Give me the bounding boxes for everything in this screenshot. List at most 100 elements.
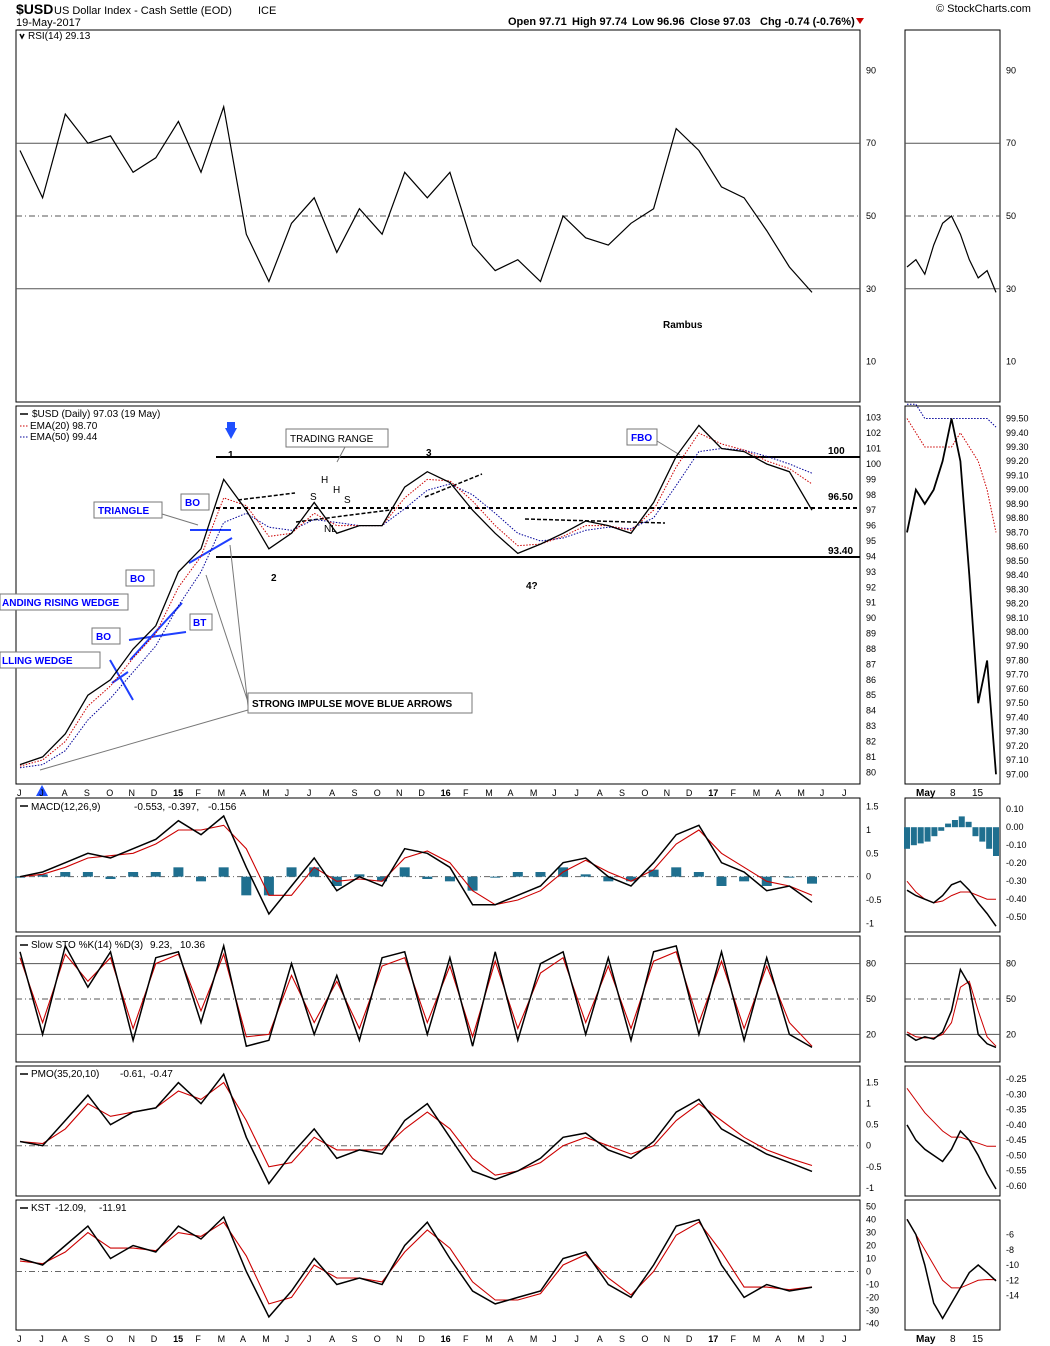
macd-ytick-label: 0 <box>866 872 871 882</box>
price-side-ytick: 97.90 <box>1006 641 1029 651</box>
price-ytick-label: 87 <box>866 659 876 669</box>
triangle-label: TRIANGLE <box>98 506 149 517</box>
kst-side-ytick: -6 <box>1006 1230 1014 1240</box>
price-side-ytick: 99.10 <box>1006 470 1029 480</box>
price-ytick-label: 97 <box>866 505 876 515</box>
pmo-side-ytick: -0.25 <box>1006 1074 1027 1084</box>
x-axis-label: J <box>820 788 825 798</box>
macd-histogram-bar <box>263 876 274 896</box>
impulse-label: STRONG IMPULSE MOVE BLUE ARROWS <box>252 699 453 710</box>
macd-panel <box>15 797 861 933</box>
price-side-ytick: 99.30 <box>1006 442 1029 452</box>
x-axis-label: O <box>641 1334 648 1344</box>
price-line <box>19 424 813 766</box>
macd-ytick-label: -1 <box>866 918 874 928</box>
fbo-pointer <box>656 440 681 456</box>
price-panel <box>15 405 861 785</box>
price-ytick-label: 96 <box>866 521 876 531</box>
macd-histogram-bar <box>422 876 433 879</box>
x-axis-label: J <box>842 788 847 798</box>
price-side-ytick: 98.30 <box>1006 584 1029 594</box>
level-label-96-50: 96.50 <box>828 492 853 503</box>
pmo-side-panel <box>904 1065 1001 1197</box>
trading-range-label: TRADING RANGE <box>290 434 374 445</box>
price-ytick-label: 85 <box>866 690 876 700</box>
macd-side-histogram-bar <box>993 827 999 856</box>
down-arrow-blue-stem <box>227 422 235 429</box>
sto-side-ytick: 80 <box>1006 959 1016 969</box>
macd-ytick-label: -0.5 <box>866 895 882 905</box>
macd-line <box>19 814 813 916</box>
x-axis-label: A <box>508 788 514 798</box>
quote-low: Low 96.96 <box>632 16 685 28</box>
macd-histogram-bar <box>444 876 455 882</box>
macd-side-ytick: -0.50 <box>1006 912 1027 922</box>
pmo-legend-value: -0.61, <box>120 1069 146 1080</box>
pmo-side-ytick: -0.30 <box>1006 1089 1027 1099</box>
price-side-ytick: 99.40 <box>1006 428 1029 438</box>
macd-signal-line <box>19 824 813 906</box>
hs-label-nl: NL <box>324 524 337 535</box>
bo-label-2: BO <box>130 574 145 585</box>
plot-layer: 9070503010103102101100999897969594939291… <box>15 65 1029 1345</box>
fbo-label: FBO <box>631 433 652 444</box>
macd-legend: MACD(12,26,9) -0.553, -0.397, -0.156 <box>20 802 237 813</box>
x-axis-label: J <box>552 1334 557 1344</box>
x-axis-label: J <box>842 1334 847 1344</box>
macd-histogram-bar <box>603 876 614 882</box>
price-side-ytick: 99.50 <box>1006 414 1029 424</box>
x-axis-label: J <box>574 788 579 798</box>
x-axis-label: J <box>307 1334 312 1344</box>
triangle-lines <box>188 529 233 564</box>
quote-open: Open 97.71 <box>508 16 567 28</box>
sto-legend-name: Slow STO %K(14) %D(3) <box>31 940 143 951</box>
price-ytick-label: 101 <box>866 444 881 454</box>
rsi-legend: RSI(14) 29.13 <box>19 31 91 42</box>
x-axis-label: M <box>218 1334 226 1344</box>
price-side-ytick: 98.70 <box>1006 527 1029 537</box>
pmo-signal-line <box>19 1081 813 1176</box>
bo-box-1 <box>180 493 210 511</box>
rsi-ytick-label: 70 <box>866 138 876 148</box>
x-axis-label: F <box>463 788 469 798</box>
price-side-ytick: 97.80 <box>1006 655 1029 665</box>
author-label: Rambus <box>663 320 703 331</box>
pmo-side-ytick: -0.45 <box>1006 1135 1027 1145</box>
x-axis-label: N <box>128 788 135 798</box>
hs-label-h1: H <box>321 475 328 486</box>
pmo-side-ytick: -0.60 <box>1006 1181 1027 1191</box>
quote-close: Close 97.03 <box>690 16 751 28</box>
x-axis-label: A <box>775 788 781 798</box>
macd-histogram-bar <box>467 876 478 891</box>
macd-histogram-bar <box>128 872 139 877</box>
x-axis-label: J <box>574 1334 579 1344</box>
x-axis-label: J <box>552 788 557 798</box>
x-axis-label: O <box>374 1334 381 1344</box>
kst-side-signal-line <box>906 1219 997 1289</box>
x-axis-label: J <box>17 788 22 798</box>
impulse-pointers <box>39 544 249 771</box>
x-axis-label: A <box>329 788 335 798</box>
price-side-ytick: 97.60 <box>1006 684 1029 694</box>
side-x-axis-label: 15 <box>972 788 984 799</box>
x-axis-label: J <box>285 1334 290 1344</box>
price-side-ytick: 97.50 <box>1006 698 1029 708</box>
chart-exchange: ICE <box>258 5 276 17</box>
macd-side-ytick: -0.20 <box>1006 858 1027 868</box>
macd-side-histogram-bar <box>924 827 931 842</box>
pmo-side-ytick: -0.40 <box>1006 1120 1027 1130</box>
x-axis-label: M <box>262 1334 270 1344</box>
up-arrow-blue-icon <box>36 785 48 796</box>
x-axis-label: D <box>151 788 158 798</box>
pmo-side-ytick: -0.35 <box>1006 1105 1027 1115</box>
wave-label-4: 4? <box>526 581 538 592</box>
rsi-side-ytick: 70 <box>1006 138 1016 148</box>
price-side-ytick: 97.30 <box>1006 727 1029 737</box>
rsi-ytick-label: 50 <box>866 211 876 221</box>
price-ytick-label: 93 <box>866 567 876 577</box>
bo-label-1: BO <box>185 498 200 509</box>
level-label-93-40: 93.40 <box>828 546 853 557</box>
x-axis-label: F <box>195 1334 201 1344</box>
macd-histogram-bar <box>399 867 410 877</box>
x-axis-label: D <box>418 1334 425 1344</box>
